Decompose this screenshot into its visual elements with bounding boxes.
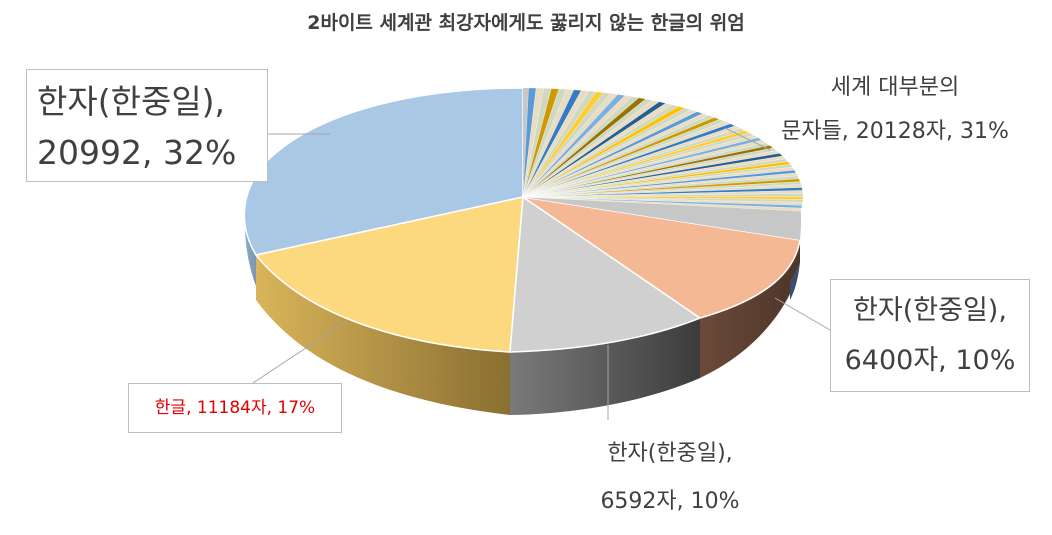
pie-slice-hangul-17 bbox=[254, 196, 524, 353]
data-label-world-scripts: 세계 대부분의 문자들, 20128자, 31% bbox=[770, 66, 1020, 154]
pie-slice-hanja-10a bbox=[509, 195, 702, 353]
data-label-hanja-10a-line1: 한자(한중일), bbox=[607, 441, 733, 466]
pie-slice-hanja-10b bbox=[522, 196, 801, 319]
pie-side-brown bbox=[700, 230, 800, 378]
pie-side-gray bbox=[510, 318, 700, 415]
data-label-world-line2: 문자들, 20128자, 31% bbox=[781, 119, 1009, 144]
pie-thin-wedge bbox=[522, 196, 802, 212]
pie-slice-hanja-32 bbox=[243, 87, 524, 256]
leader-line-world bbox=[724, 127, 771, 151]
data-label-hangul-value: , 11184자, 17% bbox=[186, 398, 316, 418]
data-label-hanja-10a-line2: 6592자, 10% bbox=[600, 489, 740, 514]
data-label-hanja-32-line1: 한자(한중일), bbox=[37, 82, 226, 121]
pie-slices-world-scripts bbox=[522, 87, 804, 212]
chart-title: 2바이트 세계관 최강자에게도 꿇리지 않는 한글의 위엄 bbox=[307, 12, 745, 34]
data-label-hanja-10a: 한자(한중일), 6592자, 10% bbox=[570, 430, 770, 526]
leader-line-hanja-10b bbox=[774, 297, 831, 331]
pie-side-thin bbox=[790, 262, 800, 300]
pie-side-yellow bbox=[256, 255, 510, 415]
data-label-hanja-32-line2: 20992, 32% bbox=[37, 133, 237, 172]
data-label-hanja-10b-line2: 6400자, 10% bbox=[844, 345, 1016, 376]
data-label-hanja-32: 한자(한중일), 20992, 32% bbox=[26, 69, 268, 182]
data-label-hanja-10b-line1: 한자(한중일), bbox=[853, 295, 1007, 326]
data-label-hangul: 한글, 11184자, 17% bbox=[128, 383, 342, 433]
data-label-hangul-name: 한글 bbox=[154, 398, 187, 418]
data-label-world-line1: 세계 대부분의 bbox=[830, 75, 960, 100]
leader-line-hangul bbox=[249, 321, 346, 386]
data-label-hanja-10b: 한자(한중일), 6400자, 10% bbox=[830, 279, 1030, 392]
